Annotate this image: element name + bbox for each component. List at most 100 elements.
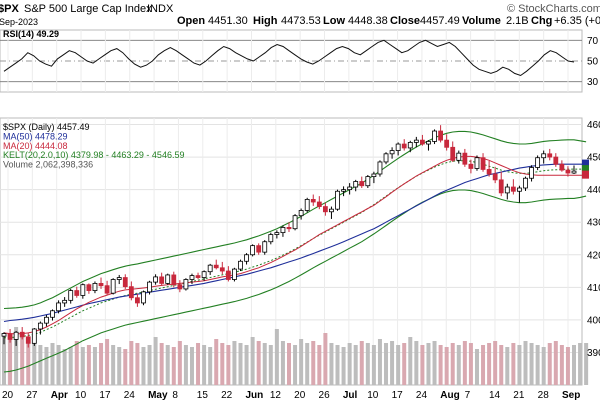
- volume-bar: [578, 343, 583, 385]
- candle-up: [413, 139, 419, 143]
- volume-bar: [505, 347, 510, 385]
- chg-label: Chg: [531, 15, 552, 27]
- candle-down: [438, 130, 443, 141]
- candle-up: [504, 186, 510, 194]
- price-tick-label: 4500: [587, 153, 600, 164]
- candle-up: [165, 274, 171, 284]
- candle-up: [389, 150, 395, 155]
- volume-bar: [171, 347, 176, 385]
- volume-bar: [280, 341, 285, 385]
- volume-bar: [141, 347, 146, 385]
- volume-bar: [244, 345, 249, 385]
- candle-up: [523, 177, 528, 189]
- candle-down: [486, 169, 492, 175]
- candle-up: [1, 333, 7, 337]
- candle-down: [310, 199, 316, 203]
- rsi-tick-label: 30: [587, 77, 599, 88]
- candle-up: [244, 254, 249, 262]
- volume-bar: [50, 343, 55, 385]
- volume-bar: [226, 345, 231, 385]
- candle-up: [50, 310, 55, 318]
- candle-down: [219, 267, 225, 272]
- candle-down: [401, 143, 407, 149]
- brand-label: © StockCharts.com: [507, 3, 600, 15]
- candle-up: [280, 227, 286, 234]
- volume-bar: [523, 341, 528, 385]
- volume-bar: [208, 347, 213, 385]
- candle-up: [141, 291, 146, 304]
- volume-bar: [123, 349, 128, 385]
- volume-bar: [474, 349, 479, 385]
- x-tick-label: Sep: [562, 390, 580, 400]
- volume-bar: [481, 345, 486, 385]
- candle-up: [232, 268, 237, 280]
- volume-bar: [256, 341, 261, 385]
- candle-up: [37, 322, 43, 330]
- volume-bar: [86, 345, 91, 385]
- volume-bar: [432, 341, 437, 385]
- candle-up: [262, 241, 268, 253]
- chart-header: $PX S&P 500 Large Cap Index INDX © Stock…: [0, 3, 600, 27]
- legend-entry: $SPX (Daily) 4457.49: [3, 122, 90, 132]
- candle-down: [559, 163, 565, 171]
- volume-bar: [584, 343, 589, 385]
- candle-up: [201, 271, 207, 278]
- volume-bar: [214, 339, 219, 385]
- x-axis: 20 27 Apr 10 17 24 May 8 15 22 Jun 12 20 26 Jul 10 17 24 A…: [2, 390, 580, 400]
- volume-bar: [462, 341, 467, 385]
- candle-up: [432, 130, 437, 142]
- x-tick-label: Jul: [343, 390, 358, 400]
- volume-bar: [468, 343, 473, 385]
- legend-entry: Volume 2,062,398,336: [3, 160, 93, 170]
- candle-up: [298, 210, 304, 217]
- candle-up: [371, 173, 377, 178]
- candle-up: [365, 176, 371, 187]
- candle-up: [13, 331, 19, 340]
- candle-down: [450, 146, 456, 161]
- volume-bar: [499, 345, 504, 385]
- volume-bar: [517, 345, 522, 385]
- candle-down: [104, 285, 110, 294]
- volume-bar: [274, 329, 279, 385]
- volume-bar: [99, 343, 104, 385]
- candle-up: [474, 157, 480, 169]
- x-tick-label: Apr: [51, 390, 68, 400]
- price-tick-label: 4400: [587, 185, 600, 196]
- exchange-label: INDX: [147, 3, 174, 15]
- x-tick-label: Aug: [440, 390, 459, 400]
- candle-down: [462, 152, 468, 165]
- candle-up: [183, 279, 189, 290]
- rsi-tick-label: 70: [587, 36, 599, 47]
- candle-up: [80, 284, 86, 296]
- volume-bar: [80, 347, 85, 385]
- volume-bar: [444, 347, 449, 385]
- volume-bar: [44, 347, 49, 385]
- candle-up: [571, 170, 577, 174]
- volume-bar: [359, 341, 364, 385]
- candle-down: [98, 283, 104, 287]
- candle-up: [529, 167, 534, 179]
- price-tick-label: 4000: [587, 315, 600, 326]
- volume-bar: [250, 337, 255, 385]
- candle-up: [353, 181, 359, 188]
- candle-up: [274, 232, 280, 235]
- close-value: 4457.49: [420, 15, 460, 27]
- volume-bar: [365, 343, 370, 385]
- candle-up: [407, 142, 413, 149]
- candle-up: [426, 141, 431, 145]
- volume-bar: [426, 343, 431, 385]
- x-tick-label: 20: [294, 390, 306, 400]
- candle-up: [395, 143, 401, 151]
- symbol-label: $PX: [0, 3, 19, 15]
- close-label: Close: [390, 15, 420, 27]
- volume-bars: [2, 327, 589, 385]
- volume-bar: [111, 345, 116, 385]
- candle-up: [207, 264, 213, 273]
- volume-bar: [311, 341, 316, 385]
- candle-up: [116, 277, 122, 280]
- candle-up: [383, 153, 389, 163]
- volume-bar: [20, 337, 25, 385]
- candle-down: [122, 277, 128, 288]
- volume-bar: [565, 347, 570, 385]
- date-label: Sep-2023: [0, 17, 38, 27]
